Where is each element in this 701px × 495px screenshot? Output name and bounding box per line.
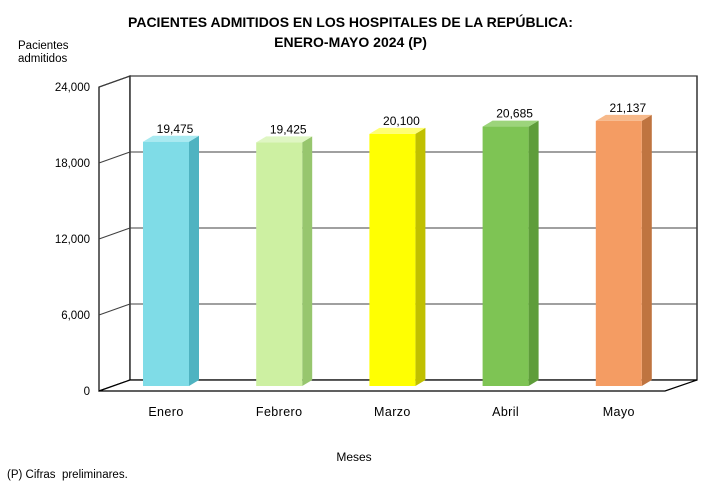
ytick-label-0: 0 (84, 386, 90, 398)
bar-enero (143, 141, 189, 386)
bar-febrero (256, 142, 303, 386)
bar-marzo (369, 133, 416, 386)
value-label-enero: 19,475 (157, 122, 194, 136)
xtick-label-marzo: Marzo (374, 405, 411, 419)
xtick-label-abril: Abril (492, 405, 519, 419)
bar-top-mayo (595, 114, 652, 121)
bar-side-enero (189, 135, 199, 386)
ytick-label-6000: 6,000 (61, 310, 90, 322)
x-axis-title: Meses (336, 450, 372, 464)
ytick-label-18000: 18,000 (55, 158, 90, 170)
ytick-label-24000: 24,000 (55, 82, 90, 94)
gridline-wall-24000 (98, 75, 131, 88)
chart-title-line2: ENERO-MAYO 2024 (P) (274, 34, 427, 50)
gridline-wall-6000 (98, 303, 131, 316)
gridline-wall-12000 (98, 227, 131, 240)
value-label-mayo: 21,137 (609, 101, 646, 115)
xtick-label-enero: Enero (148, 405, 183, 419)
bar-side-marzo (415, 127, 426, 386)
chart-title: PACIENTES ADMITIDOS EN LOS HOSPITALES DE… (0, 12, 701, 52)
value-label-marzo: 20,100 (383, 114, 420, 128)
bar-top-enero (143, 135, 199, 142)
bar-top-febrero (256, 136, 313, 143)
bar-side-abril (528, 120, 539, 386)
value-label-abril: 20,685 (496, 107, 533, 121)
bar-top-abril (482, 120, 539, 127)
chart-title-line1: PACIENTES ADMITIDOS EN LOS HOSPITALES DE… (128, 14, 573, 30)
y-axis-title: Pacientes admitidos (18, 40, 69, 65)
value-label-febrero: 19,425 (270, 122, 307, 136)
bar-abril (482, 126, 529, 386)
bar-side-mayo (641, 114, 652, 386)
xtick-label-mayo: Mayo (603, 405, 635, 419)
xtick-label-febrero: Febrero (256, 405, 303, 419)
ytick-label-12000: 12,000 (55, 234, 90, 246)
bar-top-marzo (369, 127, 426, 134)
gridline-wall-18000 (98, 151, 131, 164)
bar-mayo (595, 120, 642, 386)
footnote: (P) Cifras preliminares. (7, 469, 128, 481)
bar-side-febrero (302, 136, 313, 386)
